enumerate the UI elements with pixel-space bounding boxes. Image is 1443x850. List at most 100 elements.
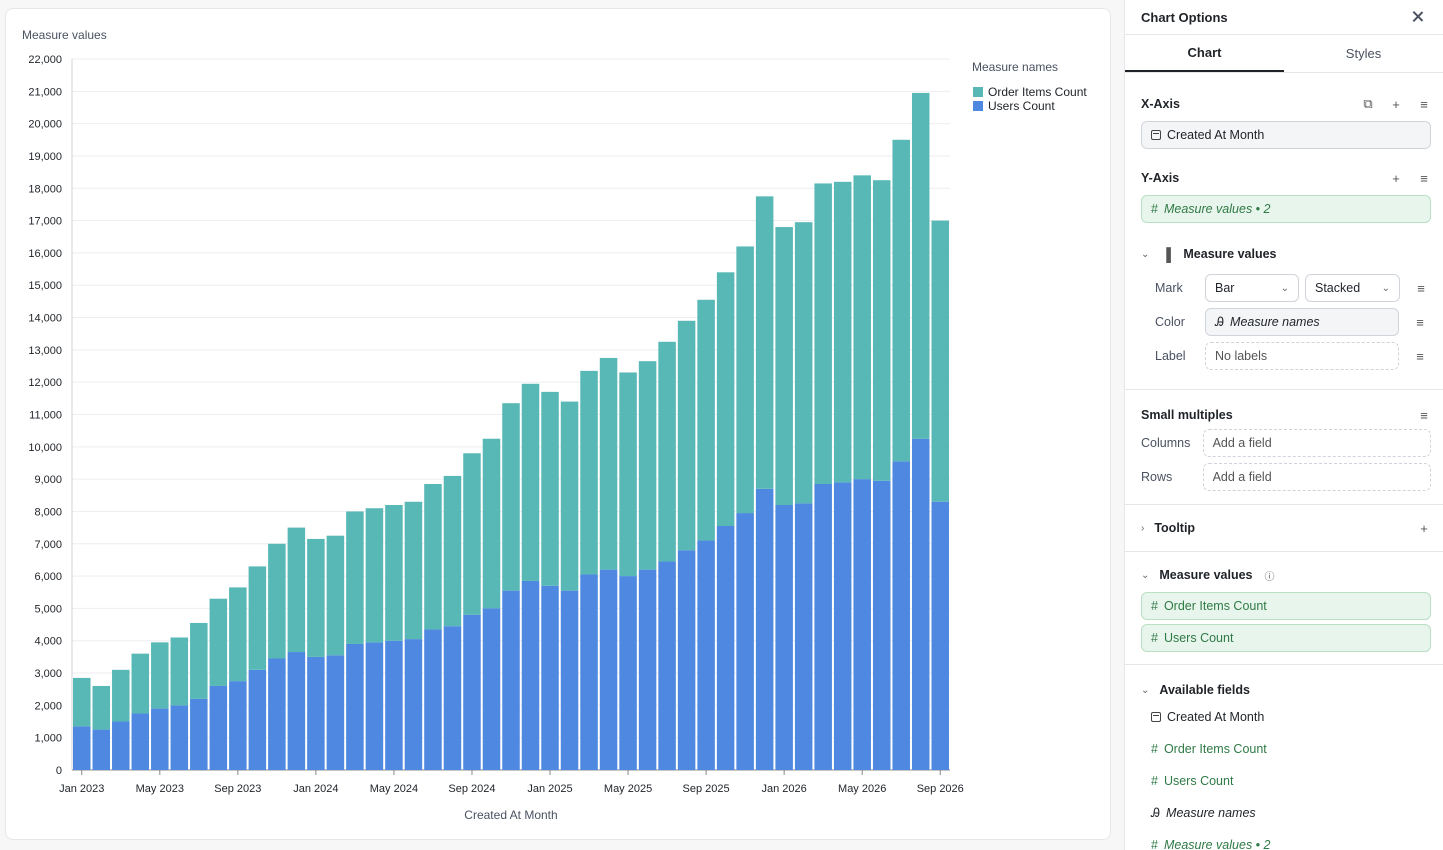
measure-group-title: Measure values <box>1183 247 1277 261</box>
small-multiples-title: Small multiples <box>1141 408 1233 422</box>
columns-label: Columns <box>1141 436 1191 450</box>
bar-segment <box>638 361 657 570</box>
bar-segment <box>755 488 774 770</box>
bar-segment <box>736 246 754 514</box>
add-icon[interactable]: + <box>1420 520 1428 536</box>
settings-icon[interactable]: ≡ <box>1417 280 1425 296</box>
available-field-label: Measure names <box>1166 806 1256 820</box>
y-tick-label: 19,000 <box>28 151 62 163</box>
tab-chart[interactable]: Chart <box>1125 35 1284 72</box>
x-tick-label: Sep 2025 <box>683 783 730 795</box>
bar-segment <box>892 139 910 462</box>
hash-icon: # <box>1151 742 1158 756</box>
settings-icon[interactable]: ≡ <box>1420 96 1428 112</box>
x-axis-field-pill[interactable]: Created At Month <box>1141 121 1431 149</box>
available-field[interactable]: # Measure values • 2 <box>1141 829 1431 850</box>
bar-segment <box>92 685 111 730</box>
mark-select[interactable]: Bar ⌄ <box>1205 274 1299 302</box>
available-field-label: Measure values • 2 <box>1163 838 1271 850</box>
settings-icon[interactable]: ≡ <box>1420 407 1428 423</box>
x-tick-label: Jan 2025 <box>527 783 572 795</box>
info-icon[interactable]: ⓘ <box>1264 571 1275 583</box>
panel-tabs: Chart Styles <box>1125 35 1443 73</box>
bar-segment <box>170 637 189 706</box>
add-icon[interactable]: + <box>1392 170 1400 186</box>
add-icon[interactable]: + <box>1392 96 1400 112</box>
bar-segment <box>599 569 618 770</box>
stack-select[interactable]: Stacked ⌄ <box>1305 274 1400 302</box>
bar-segment <box>112 669 130 722</box>
hash-icon: # <box>1151 774 1158 788</box>
chevron-right-icon[interactable]: › <box>1141 522 1145 534</box>
available-field[interactable]: # Users Count <box>1141 765 1431 797</box>
x-axis-field: Created At Month <box>1167 128 1265 142</box>
y-tick-label: 13,000 <box>28 345 62 357</box>
bar-segment <box>307 656 325 770</box>
available-field[interactable]: # Order Items Count <box>1141 733 1431 765</box>
bar-segment <box>931 501 949 770</box>
legend-swatch <box>973 101 983 111</box>
y-axis-title: Measure values <box>22 28 107 42</box>
chevron-down-icon[interactable]: ⌄ <box>1141 248 1150 260</box>
close-icon[interactable] <box>1409 8 1427 26</box>
x-axis-title: Created At Month <box>464 808 557 822</box>
x-tick-label: May 2026 <box>838 783 886 795</box>
bar-segment <box>677 550 696 770</box>
bar-segment <box>404 501 423 640</box>
bar-segment <box>521 383 540 581</box>
rows-field[interactable]: Add a field <box>1202 463 1431 491</box>
y-axis-title: Y-Axis <box>1141 171 1180 185</box>
y-tick-label: 14,000 <box>28 313 62 325</box>
panel-title: Chart Options <box>1141 9 1228 25</box>
available-field-label: Order Items Count <box>1163 742 1267 756</box>
calendar-icon <box>1151 712 1161 722</box>
mark-label: Mark <box>1155 281 1183 295</box>
bar-segment <box>326 535 345 656</box>
tooltip-title[interactable]: Tooltip <box>1154 521 1196 535</box>
chevron-down-icon[interactable]: ⌄ <box>1141 569 1150 581</box>
bar-segment <box>619 576 637 770</box>
bar-segment <box>911 92 930 439</box>
text-field-icon: Ꭿ <box>1151 805 1161 820</box>
measure-item: Users Count <box>1163 631 1234 645</box>
available-field[interactable]: Created At Month <box>1141 701 1431 733</box>
settings-icon[interactable]: ≡ <box>1420 170 1428 186</box>
measure-item-pill[interactable]: # Order Items Count <box>1141 592 1431 620</box>
bar-segment <box>404 639 423 770</box>
bar-segment <box>716 272 735 526</box>
bar-segment <box>911 438 930 770</box>
bar-segment <box>775 504 793 770</box>
bar-segment <box>346 511 364 644</box>
available-field[interactable]: Ꭿ Measure names <box>1141 797 1431 829</box>
chevron-down-icon[interactable]: ⌄ <box>1141 684 1150 696</box>
columns-placeholder: Add a field <box>1212 436 1272 450</box>
swap-icon[interactable]: ⧉ <box>1363 96 1373 111</box>
columns-field[interactable]: Add a field <box>1202 429 1431 457</box>
measure-item-pill[interactable]: # Users Count <box>1141 624 1431 652</box>
bar-segment <box>92 729 111 770</box>
tab-styles[interactable]: Styles <box>1345 46 1382 61</box>
y-tick-label: 12,000 <box>28 377 62 389</box>
settings-icon[interactable]: ≡ <box>1416 348 1424 364</box>
bar-segment <box>365 642 384 770</box>
y-tick-label: 8,000 <box>34 506 62 518</box>
bar-segment <box>209 685 228 770</box>
legend-label: Users Count <box>988 99 1055 113</box>
available-field-label: Created At Month <box>1167 710 1265 724</box>
measure-values-section: ⌄ Measure values ⓘ # Order Items Count #… <box>1125 552 1443 665</box>
bar-segment <box>599 357 618 570</box>
chevron-down-icon: ⌄ <box>1381 282 1390 294</box>
bar-segment <box>482 438 501 609</box>
bar-segment <box>697 299 715 541</box>
bar-segment <box>892 461 910 770</box>
bar-segment <box>658 341 676 562</box>
bar-segment <box>248 566 267 670</box>
hash-icon: # <box>1151 599 1158 613</box>
settings-icon[interactable]: ≡ <box>1416 314 1424 330</box>
y-axis-field-pill[interactable]: # Measure values • 2 <box>1141 195 1431 223</box>
x-axis-title: X-Axis <box>1141 97 1180 111</box>
y-tick-label: 11,000 <box>29 410 62 422</box>
label-field[interactable]: No labels <box>1205 342 1399 370</box>
bar-segment <box>580 574 598 770</box>
color-field-pill[interactable]: Ꭿ Measure names <box>1205 308 1399 336</box>
